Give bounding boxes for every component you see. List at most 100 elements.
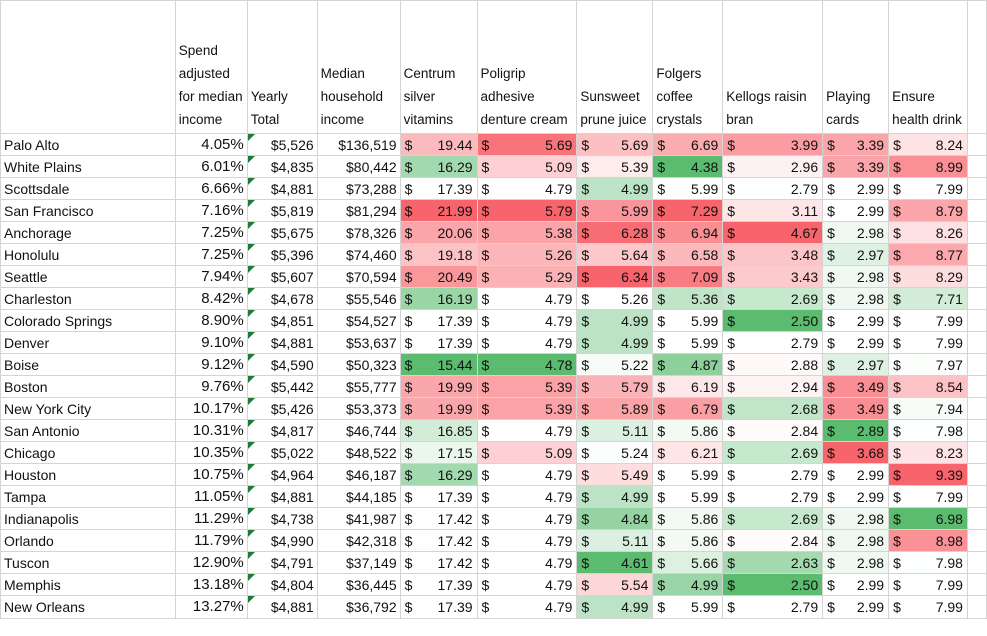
cell-city[interactable]: Colorado Springs — [0, 309, 176, 332]
cell-spend-adjusted[interactable]: 13.27% — [174, 595, 248, 619]
cell-centrum[interactable]: $17.39 — [399, 331, 478, 354]
cell-ensure[interactable]: $9.39 — [888, 463, 968, 486]
cell-poligrip[interactable]: $5.29 — [476, 265, 578, 288]
empty-cell[interactable] — [966, 309, 987, 332]
cell-poligrip[interactable]: $5.26 — [476, 243, 578, 266]
cell-folgers[interactable]: $6.58 — [652, 243, 724, 266]
cell-sunsweet[interactable]: $5.24 — [576, 441, 654, 464]
cell-poligrip[interactable]: $4.79 — [476, 177, 578, 200]
cell-yearly-total[interactable]: $5,426 — [246, 397, 318, 420]
header-centrum[interactable]: Centrum silver vitamins — [399, 0, 478, 134]
cell-centrum[interactable]: $19.44 — [399, 133, 478, 156]
cell-kellogs[interactable]: $3.48 — [722, 243, 824, 266]
cell-kellogs[interactable]: $2.69 — [722, 441, 824, 464]
header-median-income[interactable]: Median household income — [316, 0, 401, 134]
cell-yearly-total[interactable]: $4,678 — [246, 287, 318, 310]
cell-centrum[interactable]: $19.18 — [399, 243, 478, 266]
cell-sunsweet[interactable]: $5.69 — [576, 133, 654, 156]
cell-median-income[interactable]: $55,777 — [316, 375, 401, 398]
cell-cards[interactable]: $2.99 — [822, 331, 890, 354]
cell-sunsweet[interactable]: $5.49 — [576, 463, 654, 486]
cell-poligrip[interactable]: $5.09 — [476, 441, 578, 464]
cell-yearly-total[interactable]: $4,881 — [246, 331, 318, 354]
cell-kellogs[interactable]: $2.94 — [722, 375, 824, 398]
empty-cell[interactable] — [966, 265, 987, 288]
cell-ensure[interactable]: $8.98 — [888, 529, 968, 552]
cell-spend-adjusted[interactable]: 11.79% — [174, 529, 248, 552]
cell-centrum[interactable]: $16.19 — [399, 287, 478, 310]
cell-cards[interactable]: $2.99 — [822, 463, 890, 486]
cell-centrum[interactable]: $17.39 — [399, 309, 478, 332]
cell-sunsweet[interactable]: $5.99 — [576, 199, 654, 222]
cell-cards[interactable]: $3.49 — [822, 397, 890, 420]
empty-cell[interactable] — [966, 419, 987, 442]
cell-ensure[interactable]: $8.24 — [888, 133, 968, 156]
cell-centrum[interactable]: $17.39 — [399, 485, 478, 508]
cell-centrum[interactable]: $21.99 — [399, 199, 478, 222]
cell-median-income[interactable]: $50,323 — [316, 353, 401, 376]
cell-median-income[interactable]: $136,519 — [316, 133, 401, 156]
cell-centrum[interactable]: $17.39 — [399, 177, 478, 200]
cell-spend-adjusted[interactable]: 7.25% — [174, 221, 248, 244]
cell-yearly-total[interactable]: $5,022 — [246, 441, 318, 464]
cell-cards[interactable]: $3.39 — [822, 155, 890, 178]
cell-city[interactable]: Denver — [0, 331, 176, 354]
cell-ensure[interactable]: $7.71 — [888, 287, 968, 310]
cell-folgers[interactable]: $5.66 — [652, 551, 724, 574]
empty-cell[interactable] — [966, 573, 987, 596]
cell-kellogs[interactable]: $2.63 — [722, 551, 824, 574]
cell-spend-adjusted[interactable]: 10.31% — [174, 419, 248, 442]
cell-poligrip[interactable]: $4.79 — [476, 309, 578, 332]
cell-city[interactable]: Indianapolis — [0, 507, 176, 530]
cell-yearly-total[interactable]: $4,881 — [246, 177, 318, 200]
cell-yearly-total[interactable]: $5,675 — [246, 221, 318, 244]
cell-poligrip[interactable]: $4.79 — [476, 507, 578, 530]
cell-yearly-total[interactable]: $4,990 — [246, 529, 318, 552]
cell-ensure[interactable]: $8.77 — [888, 243, 968, 266]
cell-yearly-total[interactable]: $4,881 — [246, 595, 318, 619]
cell-sunsweet[interactable]: $5.89 — [576, 397, 654, 420]
cell-folgers[interactable]: $5.99 — [652, 485, 724, 508]
cell-kellogs[interactable]: $2.84 — [722, 529, 824, 552]
cell-centrum[interactable]: $17.39 — [399, 595, 478, 619]
cell-median-income[interactable]: $48,522 — [316, 441, 401, 464]
cell-folgers[interactable]: $4.99 — [652, 573, 724, 596]
cell-city[interactable]: Honolulu — [0, 243, 176, 266]
cell-folgers[interactable]: $5.99 — [652, 309, 724, 332]
cell-city[interactable]: White Plains — [0, 155, 176, 178]
cell-cards[interactable]: $3.49 — [822, 375, 890, 398]
cell-median-income[interactable]: $73,288 — [316, 177, 401, 200]
cell-cards[interactable]: $2.98 — [822, 265, 890, 288]
cell-folgers[interactable]: $5.36 — [652, 287, 724, 310]
cell-ensure[interactable]: $7.94 — [888, 397, 968, 420]
cell-city[interactable]: Palo Alto — [0, 133, 176, 156]
cell-spend-adjusted[interactable]: 6.66% — [174, 177, 248, 200]
cell-ensure[interactable]: $7.99 — [888, 331, 968, 354]
cell-ensure[interactable]: $7.99 — [888, 595, 968, 619]
cell-poligrip[interactable]: $4.78 — [476, 353, 578, 376]
cell-kellogs[interactable]: $2.79 — [722, 177, 824, 200]
cell-sunsweet[interactable]: $4.61 — [576, 551, 654, 574]
cell-spend-adjusted[interactable]: 11.29% — [174, 507, 248, 530]
header-city[interactable] — [0, 0, 176, 134]
empty-cell[interactable] — [966, 551, 987, 574]
cell-ensure[interactable]: $8.54 — [888, 375, 968, 398]
cell-kellogs[interactable]: $2.79 — [722, 463, 824, 486]
cell-centrum[interactable]: $16.29 — [399, 463, 478, 486]
cell-spend-adjusted[interactable]: 11.05% — [174, 485, 248, 508]
header-yearly-total[interactable]: Yearly Total — [246, 0, 318, 134]
cell-sunsweet[interactable]: $5.39 — [576, 155, 654, 178]
cell-poligrip[interactable]: $4.79 — [476, 485, 578, 508]
cell-centrum[interactable]: $17.42 — [399, 529, 478, 552]
cell-poligrip[interactable]: $4.79 — [476, 287, 578, 310]
cell-centrum[interactable]: $17.42 — [399, 551, 478, 574]
cell-sunsweet[interactable]: $4.99 — [576, 177, 654, 200]
cell-median-income[interactable]: $37,149 — [316, 551, 401, 574]
cell-centrum[interactable]: $17.42 — [399, 507, 478, 530]
cell-poligrip[interactable]: $4.79 — [476, 529, 578, 552]
cell-ensure[interactable]: $7.99 — [888, 309, 968, 332]
header-sunsweet[interactable]: Sunsweet prune juice — [576, 0, 654, 134]
cell-kellogs[interactable]: $2.84 — [722, 419, 824, 442]
empty-cell[interactable] — [966, 0, 987, 134]
empty-cell[interactable] — [966, 507, 987, 530]
